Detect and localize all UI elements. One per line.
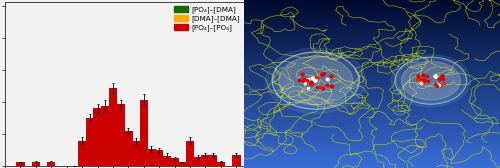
Bar [155, 150, 164, 166]
Bar [116, 104, 125, 166]
Bar [147, 150, 156, 166]
Bar [201, 155, 209, 166]
Bar [108, 88, 117, 166]
Circle shape [391, 55, 470, 107]
Circle shape [266, 48, 366, 113]
Bar [232, 155, 240, 166]
Circle shape [278, 56, 353, 105]
Bar [186, 141, 194, 166]
Circle shape [402, 61, 460, 100]
Bar [194, 157, 202, 166]
Bar [16, 162, 24, 166]
Bar [124, 131, 132, 166]
Bar [162, 156, 171, 166]
Bar [178, 162, 186, 166]
Bar [32, 161, 40, 166]
Bar [170, 158, 179, 166]
Bar [140, 100, 148, 166]
Bar [132, 141, 140, 166]
Bar [209, 155, 218, 166]
Bar [216, 161, 225, 166]
Bar [94, 109, 102, 166]
Circle shape [396, 58, 466, 103]
Bar [101, 106, 110, 166]
Bar [78, 141, 86, 166]
Bar [86, 118, 94, 166]
Legend: [PO₄]–[DMA], [DMA]–[DMA], [PO₄]–[PO₄]: [PO₄]–[DMA], [DMA]–[DMA], [PO₄]–[PO₄] [173, 5, 240, 32]
Circle shape [272, 52, 359, 109]
Bar [47, 161, 56, 166]
